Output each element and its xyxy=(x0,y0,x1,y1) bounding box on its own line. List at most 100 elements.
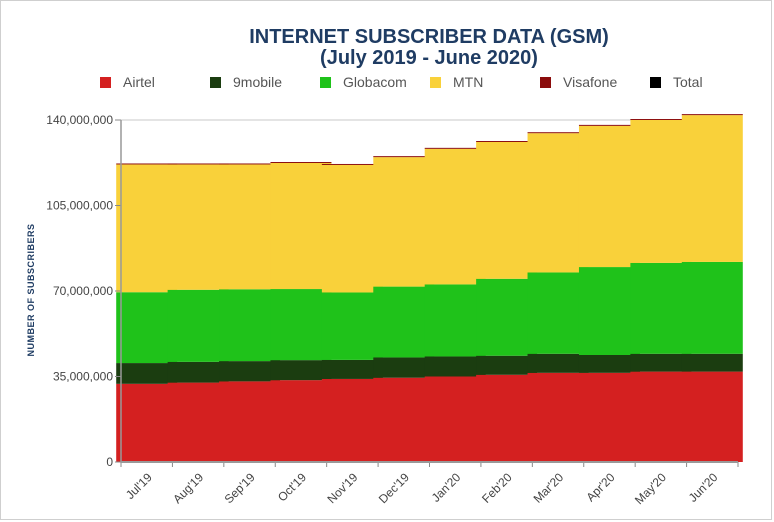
bar-airtel-8 xyxy=(527,372,589,462)
bar-visafone-7 xyxy=(476,141,538,142)
bar-mtn-1 xyxy=(167,164,229,290)
bar-mtn-11 xyxy=(681,115,743,262)
bar-airtel-9 xyxy=(578,372,640,462)
y-axis-label: NUMBER OF SUBSCRIBERS xyxy=(26,223,36,356)
x-tick-label: Oct'19 xyxy=(275,470,309,504)
legend-swatch-total xyxy=(650,76,661,88)
bar-globacom-11 xyxy=(681,261,743,354)
bar-mtn-2 xyxy=(219,164,281,290)
legend-item-globacom[interactable]: Globacom xyxy=(320,74,430,90)
legend-swatch-globacom xyxy=(320,76,331,88)
bar-9mobile-7 xyxy=(476,355,538,375)
bar-globacom-2 xyxy=(219,289,281,362)
legend-label-total: Total xyxy=(673,74,703,90)
chart-title: INTERNET SUBSCRIBER DATA (GSM) xyxy=(249,26,609,48)
x-tick-label: Mar'20 xyxy=(531,470,567,506)
legend-swatch-mtn xyxy=(430,76,441,88)
bar-9mobile-6 xyxy=(424,356,486,377)
legend-swatch-visafone xyxy=(540,76,551,88)
legend-item-visafone[interactable]: Visafone xyxy=(540,74,650,90)
bar-9mobile-0 xyxy=(116,363,178,384)
bar-globacom-10 xyxy=(630,262,692,354)
bar-visafone-1 xyxy=(167,163,229,165)
bar-globacom-8 xyxy=(527,272,589,354)
legend-item-9mobile[interactable]: 9mobile xyxy=(210,74,320,90)
bar-visafone-5 xyxy=(373,156,435,158)
x-tick-label: Jul'19 xyxy=(123,470,155,502)
bar-airtel-2 xyxy=(219,381,281,462)
bar-visafone-0 xyxy=(116,163,178,165)
y-tick-label: 140,000,000 xyxy=(46,113,113,127)
y-tick-label: 35,000,000 xyxy=(53,370,113,384)
bar-airtel-5 xyxy=(373,377,435,462)
x-tick-label: Aug'19 xyxy=(170,470,206,506)
legend-item-airtel[interactable]: Airtel xyxy=(100,74,210,90)
legend-label-9mobile: 9mobile xyxy=(233,74,283,90)
bar-globacom-1 xyxy=(167,289,229,362)
bar-visafone-10 xyxy=(630,119,692,120)
bars xyxy=(116,114,743,462)
legend-item-mtn[interactable]: MTN xyxy=(430,74,540,90)
bar-9mobile-5 xyxy=(373,357,435,378)
bar-globacom-3 xyxy=(270,289,332,361)
bar-visafone-2 xyxy=(219,163,281,165)
bar-visafone-6 xyxy=(424,147,486,149)
bar-mtn-0 xyxy=(116,164,178,293)
bar-9mobile-4 xyxy=(321,359,383,379)
legend-item-total[interactable]: Total xyxy=(650,74,730,90)
x-tick-label: Feb'20 xyxy=(479,470,515,506)
legend-label-mtn: MTN xyxy=(453,74,484,90)
x-tick-label: Nov'19 xyxy=(324,470,360,506)
bar-globacom-0 xyxy=(116,292,178,364)
bar-9mobile-8 xyxy=(527,353,589,373)
bar-airtel-10 xyxy=(630,371,692,462)
bar-visafone-11 xyxy=(681,114,743,116)
bar-visafone-8 xyxy=(527,132,589,134)
bar-airtel-1 xyxy=(167,382,229,462)
bar-airtel-11 xyxy=(681,371,743,462)
x-tick-label: Jun'20 xyxy=(686,470,721,505)
bar-visafone-3 xyxy=(270,162,332,163)
bar-9mobile-10 xyxy=(630,353,692,372)
bar-mtn-6 xyxy=(424,148,486,285)
legend-swatch-airtel xyxy=(100,76,111,88)
x-tick-label: Apr'20 xyxy=(583,470,617,504)
y-tick-label: 70,000,000 xyxy=(53,284,113,298)
bar-airtel-3 xyxy=(270,380,332,462)
legend: Airtel 9mobile Globacom MTN Visafone Tot… xyxy=(100,74,730,90)
x-tick-label: May'20 xyxy=(632,470,669,507)
x-tick-label: Dec'19 xyxy=(376,470,412,506)
bar-mtn-7 xyxy=(476,141,538,279)
bar-globacom-5 xyxy=(373,286,435,358)
bar-9mobile-11 xyxy=(681,353,743,372)
bar-9mobile-2 xyxy=(219,361,281,382)
bar-globacom-9 xyxy=(578,267,640,356)
bar-airtel-7 xyxy=(476,374,538,462)
bar-airtel-4 xyxy=(321,378,383,462)
bar-mtn-4 xyxy=(321,164,383,293)
bar-mtn-5 xyxy=(373,157,435,287)
bar-9mobile-3 xyxy=(270,360,332,381)
bar-mtn-8 xyxy=(527,133,589,273)
x-tick-label: Sep'19 xyxy=(222,470,258,506)
bar-9mobile-1 xyxy=(167,361,229,383)
bar-mtn-9 xyxy=(578,125,640,268)
legend-label-globacom: Globacom xyxy=(343,74,407,90)
y-tick-label: 105,000,000 xyxy=(46,199,113,213)
legend-label-airtel: Airtel xyxy=(123,74,155,90)
bar-globacom-6 xyxy=(424,284,486,357)
bar-mtn-10 xyxy=(630,120,692,263)
bar-globacom-7 xyxy=(476,278,538,356)
bar-airtel-0 xyxy=(116,383,178,462)
x-tick-label: Jan'20 xyxy=(429,470,464,505)
bar-9mobile-9 xyxy=(578,355,640,373)
legend-label-visafone: Visafone xyxy=(563,74,618,90)
bar-airtel-6 xyxy=(424,376,486,462)
bar-visafone-4 xyxy=(321,163,383,165)
bar-visafone-9 xyxy=(578,124,640,126)
chart-subtitle: (July 2019 - June 2020) xyxy=(320,47,538,69)
bar-mtn-3 xyxy=(270,162,332,290)
legend-swatch-9mobile xyxy=(210,76,221,88)
